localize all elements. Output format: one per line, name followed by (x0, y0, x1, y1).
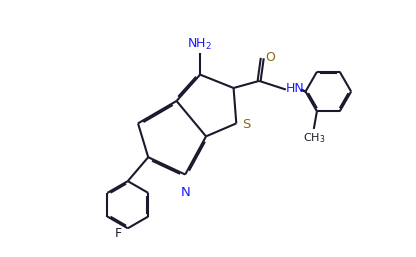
Text: F: F (114, 227, 121, 240)
Text: N: N (181, 186, 191, 198)
Text: CH$_3$: CH$_3$ (302, 131, 325, 145)
Text: HN: HN (286, 82, 305, 95)
Text: O: O (265, 51, 275, 64)
Text: NH$_2$: NH$_2$ (187, 37, 212, 52)
Text: S: S (242, 118, 250, 131)
